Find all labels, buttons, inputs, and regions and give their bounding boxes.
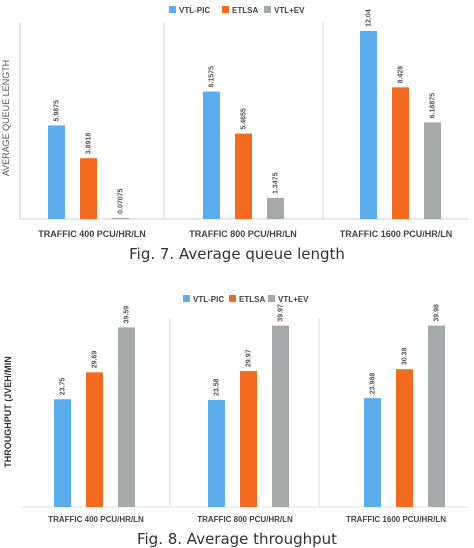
throughput-bars xyxy=(54,325,445,507)
bar-throughput-1600-vtl-pic xyxy=(364,398,381,507)
bar-throughput-1600-etlsa xyxy=(396,369,413,507)
value-label-queue-800-etlsa: 5.4655 xyxy=(241,108,248,130)
queue-value-labels: 5.9875 3.8918 0.07075 8.1575 5.4655 1.34… xyxy=(54,9,437,214)
value-label-throughput-400-vtl-ev: 39.59 xyxy=(124,306,131,324)
legend-label-etlsa: ETLSA xyxy=(232,6,258,15)
value-label-throughput-1600-vtl-ev: 39.98 xyxy=(434,304,441,322)
bar-throughput-800-etlsa xyxy=(240,371,257,507)
value-label-queue-1600-vtl-ev: 6.18875 xyxy=(430,93,437,118)
legend-swatch-vtl-pic-2 xyxy=(183,295,190,302)
value-label-throughput-400-etlsa: 29.69 xyxy=(92,351,99,369)
throughput-legend: VTL-PIC ETLSA VTL+EV xyxy=(183,295,309,304)
value-label-queue-800-vtl-pic: 8.1575 xyxy=(209,66,216,88)
figure-8-caption: Fig. 8. Average throughput xyxy=(137,530,337,548)
value-label-throughput-800-vtl-ev: 39.97 xyxy=(278,304,285,322)
throughput-category-800: TRAFFIC 800 PCU/HR/LN xyxy=(197,515,293,524)
legend-swatch-vtl-pic xyxy=(169,6,176,13)
value-label-throughput-800-vtl-pic: 23.58 xyxy=(214,378,221,396)
legend-swatch-etlsa-2 xyxy=(229,295,236,302)
queue-bars xyxy=(48,30,441,219)
bar-queue-400-vtl-pic xyxy=(48,125,65,219)
bar-throughput-800-vtl-pic xyxy=(208,400,225,507)
legend-label-vtl-pic-2: VTL-PIC xyxy=(193,295,224,304)
value-label-throughput-800-etlsa: 29.97 xyxy=(246,349,253,367)
queue-category-400: TRAFFIC 400 PCU/HR/LN xyxy=(38,229,146,239)
legend-label-vtl-ev-2: VTL+EV xyxy=(278,295,309,304)
queue-category-800: TRAFFIC 800 PCU/HR/LN xyxy=(189,229,297,239)
value-label-queue-1600-vtl-pic: 12.04 xyxy=(366,9,373,27)
throughput-y-axis-label: THROUGHPUT (JVEH/MIN xyxy=(3,356,13,468)
bar-queue-1600-vtl-pic xyxy=(360,30,377,219)
bar-queue-1600-vtl-ev xyxy=(424,122,441,219)
value-label-throughput-400-vtl-pic: 23.75 xyxy=(60,378,67,396)
throughput-category-1600: TRAFFIC 1600 PCU/HR/LN xyxy=(346,515,446,524)
queue-chart: VTL-PIC ETLSA VTL+EV AVERAGE QUEUE LENGT… xyxy=(1,6,468,263)
bar-queue-800-vtl-pic xyxy=(203,91,220,219)
value-label-queue-1600-etlsa: 8.428 xyxy=(398,66,405,84)
legend-swatch-vtl-ev xyxy=(264,6,271,13)
value-label-throughput-1600-vtl-pic: 23.988 xyxy=(370,373,377,395)
figure-7-caption: Fig. 7. Average queue length xyxy=(129,245,345,263)
bar-throughput-400-etlsa xyxy=(86,372,103,507)
legend-swatch-etlsa xyxy=(222,6,229,13)
bar-queue-800-vtl-ev xyxy=(267,197,284,219)
throughput-chart: VTL-PIC ETLSA VTL+EV THROUGHPUT (JVEH/MI… xyxy=(3,295,468,548)
bar-throughput-1600-vtl-ev xyxy=(428,325,445,507)
queue-category-1600: TRAFFIC 1600 PCU/HR/LN xyxy=(340,229,453,239)
queue-legend: VTL-PIC ETLSA VTL+EV xyxy=(169,6,305,15)
legend-label-etlsa-2: ETLSA xyxy=(239,295,265,304)
queue-y-axis-label: AVERAGE QUEUE LENGTH xyxy=(1,60,11,176)
value-label-queue-400-vtl-pic: 5.9875 xyxy=(54,100,61,122)
bar-throughput-400-vtl-pic xyxy=(54,399,71,507)
bar-queue-1600-etlsa xyxy=(392,87,409,219)
bar-throughput-800-vtl-ev xyxy=(272,325,289,507)
throughput-value-labels: 23.75 29.69 39.59 23.58 29.97 39.97 23.9… xyxy=(60,304,441,396)
bar-queue-400-vtl-ev xyxy=(112,217,129,219)
legend-swatch-vtl-ev-2 xyxy=(268,295,275,302)
value-label-queue-400-vtl-ev: 0.07075 xyxy=(118,188,125,213)
bar-queue-800-etlsa xyxy=(235,133,252,219)
value-label-throughput-1600-etlsa: 30.38 xyxy=(402,348,409,366)
legend-label-vtl-pic: VTL-PIC xyxy=(179,6,210,15)
throughput-category-400: TRAFFIC 400 PCU/HR/LN xyxy=(48,515,144,524)
bar-throughput-400-vtl-ev xyxy=(118,327,135,507)
value-label-queue-400-etlsa: 3.8918 xyxy=(86,133,93,155)
bar-queue-400-etlsa xyxy=(80,158,97,219)
legend-label-vtl-ev: VTL+EV xyxy=(274,6,305,15)
value-label-queue-800-vtl-ev: 1.3475 xyxy=(273,172,280,194)
